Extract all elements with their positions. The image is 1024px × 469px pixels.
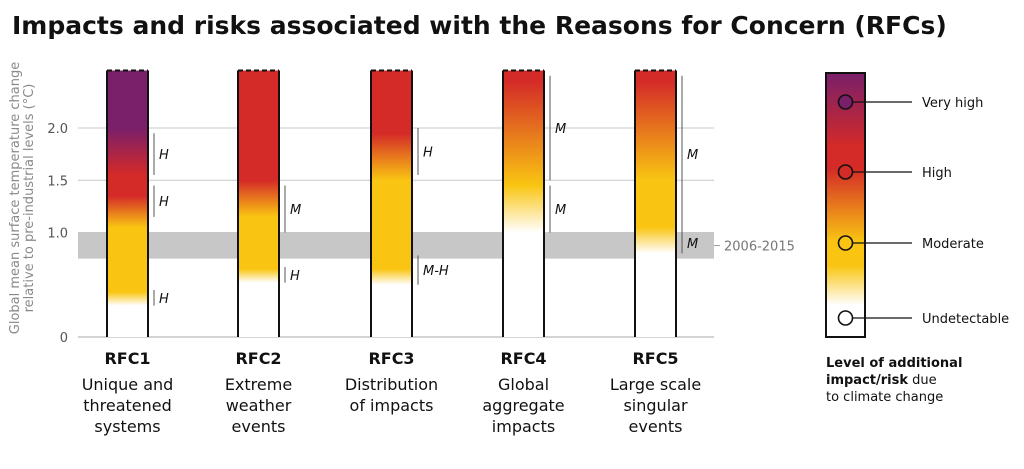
legend-marker (837, 164, 854, 180)
y-tick-label: 1.0 (47, 227, 68, 242)
legend-marker (837, 94, 854, 110)
legend-title-segment: impact/risk (826, 373, 908, 388)
legend-level-label: Very high (922, 96, 983, 111)
rfc-description: Extreme (225, 375, 292, 394)
legend-level-label: Moderate (922, 237, 984, 252)
legend-marker (837, 310, 854, 326)
rfc-bars: H H H H M M-H H M M M M (106, 69, 698, 338)
rfc-description: Large scale (610, 375, 701, 394)
confidence-label: M-H (423, 264, 449, 279)
legend-title-segment: to climate change (826, 390, 943, 405)
legend-marker (837, 235, 854, 251)
legend-level-label: Undetectable (922, 312, 1009, 327)
rfc-description: of impacts (350, 396, 434, 415)
rfc-bar-1 (107, 70, 148, 338)
legend-title-segment: Level of additional (826, 356, 962, 371)
confidence-label: M (687, 237, 698, 252)
confidence-label: H (290, 269, 300, 284)
y-tick-label: 1.5 (47, 174, 68, 189)
rfc-description: impacts (492, 417, 555, 436)
legend-title-segment: due (908, 373, 937, 388)
y-tick-label: 2.0 (47, 122, 68, 137)
confidence-label: M (290, 203, 301, 218)
y-axis-label-line: relative to pre-industrial levels (°C) (22, 84, 37, 313)
legend-title-line: to climate change (826, 390, 943, 405)
rfc-labels: RFC1 Unique and threatened systems RFC2 Extre… (82, 349, 701, 436)
y-axis-label-line: Global mean surface temperature change (8, 62, 23, 334)
rfc-description: Global (498, 375, 549, 394)
rfc-description: threatened (83, 396, 172, 415)
legend-level-label: High (922, 166, 952, 181)
rfc-bar-2 (238, 70, 279, 338)
rfc-name: RFC4 (500, 349, 546, 368)
rfc-name: RFC5 (632, 349, 678, 368)
rfc-bar-3 (371, 70, 412, 338)
confidence-label: H (159, 148, 169, 163)
legend-title-line: impact/risk due (826, 373, 937, 388)
confidence-label: M (555, 122, 566, 137)
rfc-bar-4 (503, 70, 544, 338)
confidence-label: H (159, 195, 169, 210)
confidence-label: M (687, 148, 698, 163)
rfc-name: RFC3 (368, 349, 414, 368)
confidence-label: H (159, 292, 169, 307)
rfc-description: systems (94, 417, 160, 436)
confidence-label: H (423, 146, 433, 161)
period-band-label: 2006-2015 (724, 240, 795, 255)
confidence-label: M (555, 203, 566, 218)
rfc-description: events (629, 417, 683, 436)
legend: Very high High Moderate Undetectable Level o… (825, 72, 1009, 405)
rfc-description: weather (226, 396, 292, 415)
legend-color-bar (825, 72, 866, 338)
rfc-description: singular (623, 396, 687, 415)
chart-title: Impacts and risks associated with the Re… (12, 11, 947, 40)
rfc-name: RFC2 (235, 349, 281, 368)
rfc-description: events (232, 417, 286, 436)
rfc-name: RFC1 (104, 349, 150, 368)
legend-title-line: Level of additional (826, 356, 962, 371)
rfc-bar-5 (635, 70, 676, 338)
rfc-description: Distribution (345, 375, 438, 394)
y-tick-label: 0 (60, 331, 68, 346)
rfc-description: Unique and (82, 375, 174, 394)
rfc-description: aggregate (482, 396, 564, 415)
y-axis-label: Global mean surface temperature change re… (8, 62, 37, 334)
